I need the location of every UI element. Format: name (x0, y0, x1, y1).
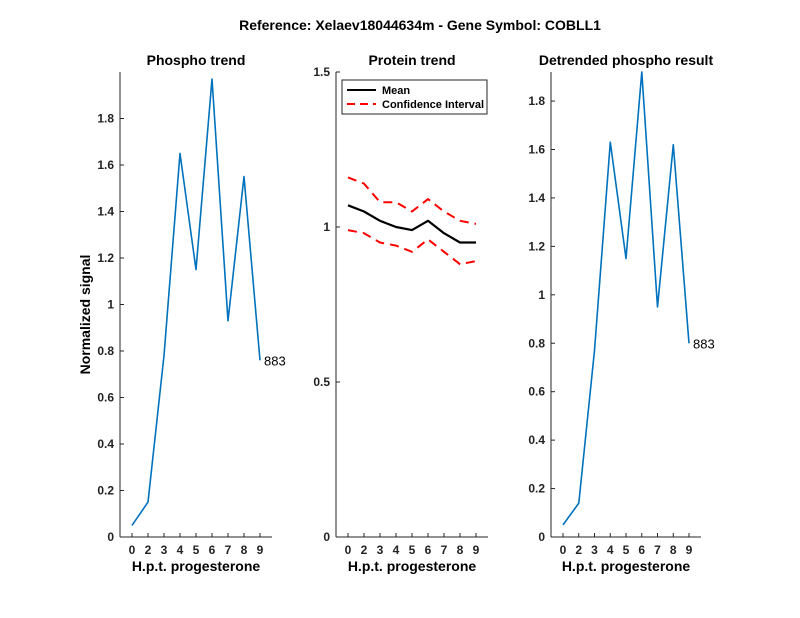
x-axis-label: H.p.t. progesterone (132, 558, 261, 574)
series-end-label: 883 (693, 336, 715, 351)
y-tick-label: 1.8 (528, 94, 545, 108)
panel-title: Protein trend (368, 52, 455, 68)
y-tick-label: 1.2 (97, 251, 114, 265)
y-tick-label: 1.4 (97, 205, 114, 219)
y-tick-label: 0.6 (97, 391, 114, 405)
y-tick-label: 1 (538, 288, 545, 302)
y-tick-label: 1.4 (528, 191, 545, 205)
y-tick-label: 0.8 (528, 336, 545, 350)
y-tick-label: 1.6 (97, 158, 114, 172)
chart-panel-1: Phospho trend 0 0.2 0.4 0.6 0.8 1 1.2 1.4 1.6 1.8 0… (77, 52, 286, 574)
y-tick-label: 0.2 (528, 482, 545, 496)
series-end-label: 883 (264, 353, 286, 368)
chart-panel-3: Detrended phospho result 0 0.2 0.4 0.6 0.8 1 1.… (528, 52, 714, 574)
x-tick-label: 0 (129, 543, 136, 557)
x-tick-label: 2 (575, 543, 582, 557)
panel-title: Detrended phospho result (539, 52, 714, 68)
x-tick-label: 4 (177, 543, 184, 557)
x-tick-label: 9 (257, 543, 264, 557)
y-tick-label: 0 (323, 530, 330, 544)
legend-entry-label: Confidence Interval (382, 99, 484, 111)
x-tick-label: 4 (607, 543, 614, 557)
legend-box (341, 79, 488, 115)
y-tick-label: 0 (538, 530, 545, 544)
y-tick-label: 0 (107, 530, 114, 544)
series-line-1 (131, 78, 261, 526)
x-tick-label: 3 (591, 543, 598, 557)
y-tick-label: 0.4 (528, 433, 545, 447)
x-tick-label: 6 (638, 543, 645, 557)
x-tick-label: 3 (161, 543, 168, 557)
y-tick-label: 1.5 (313, 65, 330, 79)
x-tick-label: 8 (457, 543, 464, 557)
y-tick-label: 0.5 (313, 375, 330, 389)
x-tick-label: 3 (377, 543, 384, 557)
y-axis-label: Normalized signal (77, 255, 93, 375)
x-tick-label: 0 (560, 543, 567, 557)
x-tick-label: 8 (670, 543, 677, 557)
x-tick-label: 9 (473, 543, 480, 557)
x-tick-label: 2 (145, 543, 152, 557)
x-tick-label: 8 (241, 543, 248, 557)
y-tick-label: 0.6 (528, 385, 545, 399)
y-tick-label: 0.4 (97, 437, 114, 451)
x-tick-label: 7 (225, 543, 232, 557)
legend-entry-label: Mean (382, 85, 410, 97)
panel-title: Phospho trend (147, 52, 246, 68)
y-tick-label: 1 (323, 220, 330, 234)
series-line-1 (562, 71, 690, 526)
figure-title: Reference: Xelaev18044634m - Gene Symbol… (239, 17, 601, 33)
legend: Mean Confidence Interval (341, 79, 488, 115)
series-line-1 (347, 204, 476, 244)
x-tick-label: 6 (209, 543, 216, 557)
x-tick-label: 9 (686, 543, 693, 557)
x-tick-label: 2 (361, 543, 368, 557)
x-tick-label: 6 (425, 543, 432, 557)
x-tick-label: 5 (409, 543, 416, 557)
x-axis-label: H.p.t. progesterone (348, 558, 477, 574)
y-tick-label: 1.2 (528, 239, 545, 253)
x-tick-label: 7 (654, 543, 661, 557)
y-tick-label: 1 (107, 298, 114, 312)
y-tick-label: 1.6 (528, 143, 545, 157)
y-tick-label: 1.8 (97, 112, 114, 126)
x-tick-label: 4 (393, 543, 400, 557)
y-tick-label: 0.8 (97, 344, 114, 358)
x-tick-label: 7 (441, 543, 448, 557)
x-tick-label: 5 (623, 543, 630, 557)
x-tick-label: 5 (193, 543, 200, 557)
x-axis-label: H.p.t. progesterone (562, 558, 691, 574)
series-line-2 (347, 176, 477, 225)
x-tick-label: 0 (345, 543, 352, 557)
y-tick-label: 0.2 (97, 484, 114, 498)
series-line-3 (347, 229, 477, 266)
